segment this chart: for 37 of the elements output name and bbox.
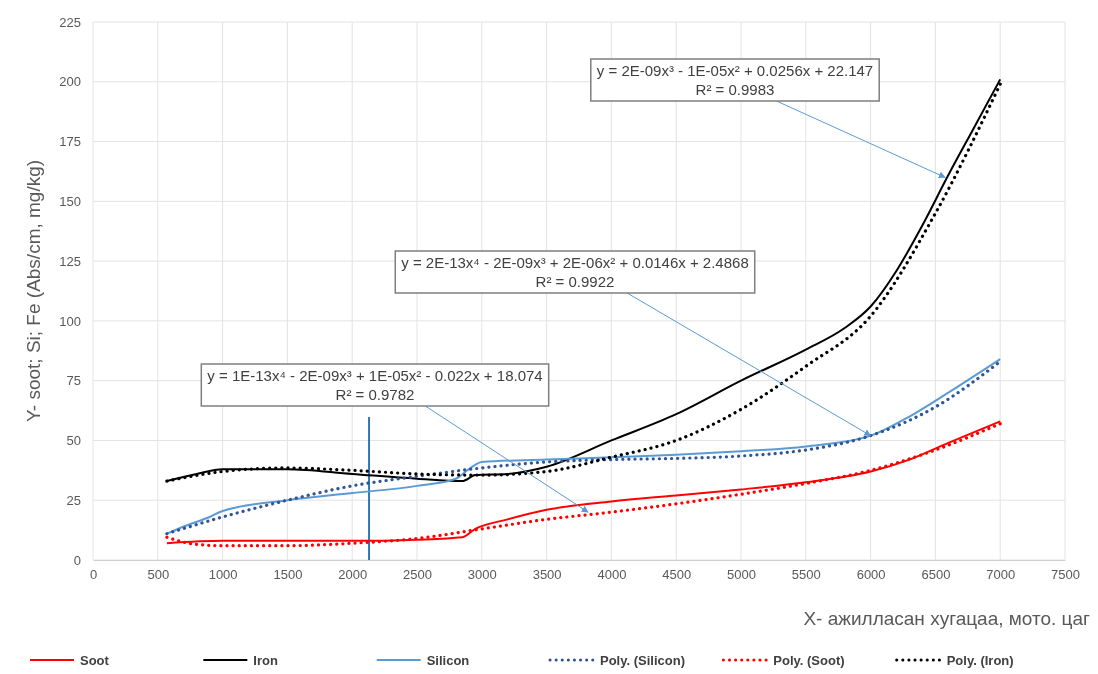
y-tick-label: 175 bbox=[59, 134, 81, 150]
x-tick-label: 3000 bbox=[467, 567, 497, 583]
x-tick-label: 2500 bbox=[403, 567, 432, 583]
y-tick-label: 150 bbox=[59, 193, 81, 209]
y-tick-label: 100 bbox=[59, 313, 81, 329]
x-tick-label: 5500 bbox=[791, 567, 821, 583]
x-tick-label: 1000 bbox=[208, 567, 238, 583]
x-tick-label: 2000 bbox=[338, 567, 368, 583]
y-tick-label: 0 bbox=[73, 552, 81, 568]
legend-label: Silicon bbox=[426, 653, 470, 668]
x-tick-label: 3500 bbox=[532, 567, 562, 583]
x-tick-label: 6000 bbox=[856, 567, 886, 583]
x-axis-title: X- ажилласан хугацаа, мото. цаг bbox=[803, 608, 1091, 629]
x-tick-label: 4500 bbox=[662, 567, 692, 583]
x-tick-label: 0 bbox=[89, 567, 98, 583]
x-tick-label: 7500 bbox=[1051, 567, 1080, 583]
annotation: y = 2E-13x⁴ - 2E-09x³ + 2E-06x² + 0.0146x + 2.4868 R² = 0.9922 bbox=[401, 254, 749, 290]
y-tick-label: 75 bbox=[66, 373, 81, 389]
y-axis-title: Y- soot; Si; Fe (Abs/cm, mg/kg) bbox=[23, 159, 44, 423]
x-tick-label: 4000 bbox=[597, 567, 627, 583]
x-tick-label: 7000 bbox=[986, 567, 1016, 583]
legend-label: Soot bbox=[80, 653, 110, 668]
y-tick-label: 50 bbox=[66, 433, 81, 449]
legend-label: Poly. (Silicon) bbox=[600, 653, 685, 668]
y-tick-label: 200 bbox=[59, 74, 81, 90]
legend-label: Poly. (Iron) bbox=[946, 653, 1014, 668]
x-tick-label: 6500 bbox=[921, 567, 951, 583]
legend-label: Poly. (Soot) bbox=[773, 653, 845, 668]
x-tick-label: 1500 bbox=[273, 567, 303, 583]
x-tick-label: 500 bbox=[147, 567, 170, 583]
x-tick-label: 5000 bbox=[727, 567, 756, 583]
annotation: y = 1E-13x⁴ - 2E-09x³ + 1E-05x² - 0.022x + 18.074 R² = 0.9782 bbox=[207, 367, 543, 403]
annotation: y = 2E-09x³ - 1E-05x² + 0.0256x + 22.147 R² = 0.9983 bbox=[596, 62, 874, 98]
y-tick-label: 125 bbox=[59, 253, 81, 269]
y-tick-label: 225 bbox=[59, 14, 81, 30]
legend-label: Iron bbox=[253, 653, 278, 668]
y-tick-label: 25 bbox=[66, 492, 81, 508]
